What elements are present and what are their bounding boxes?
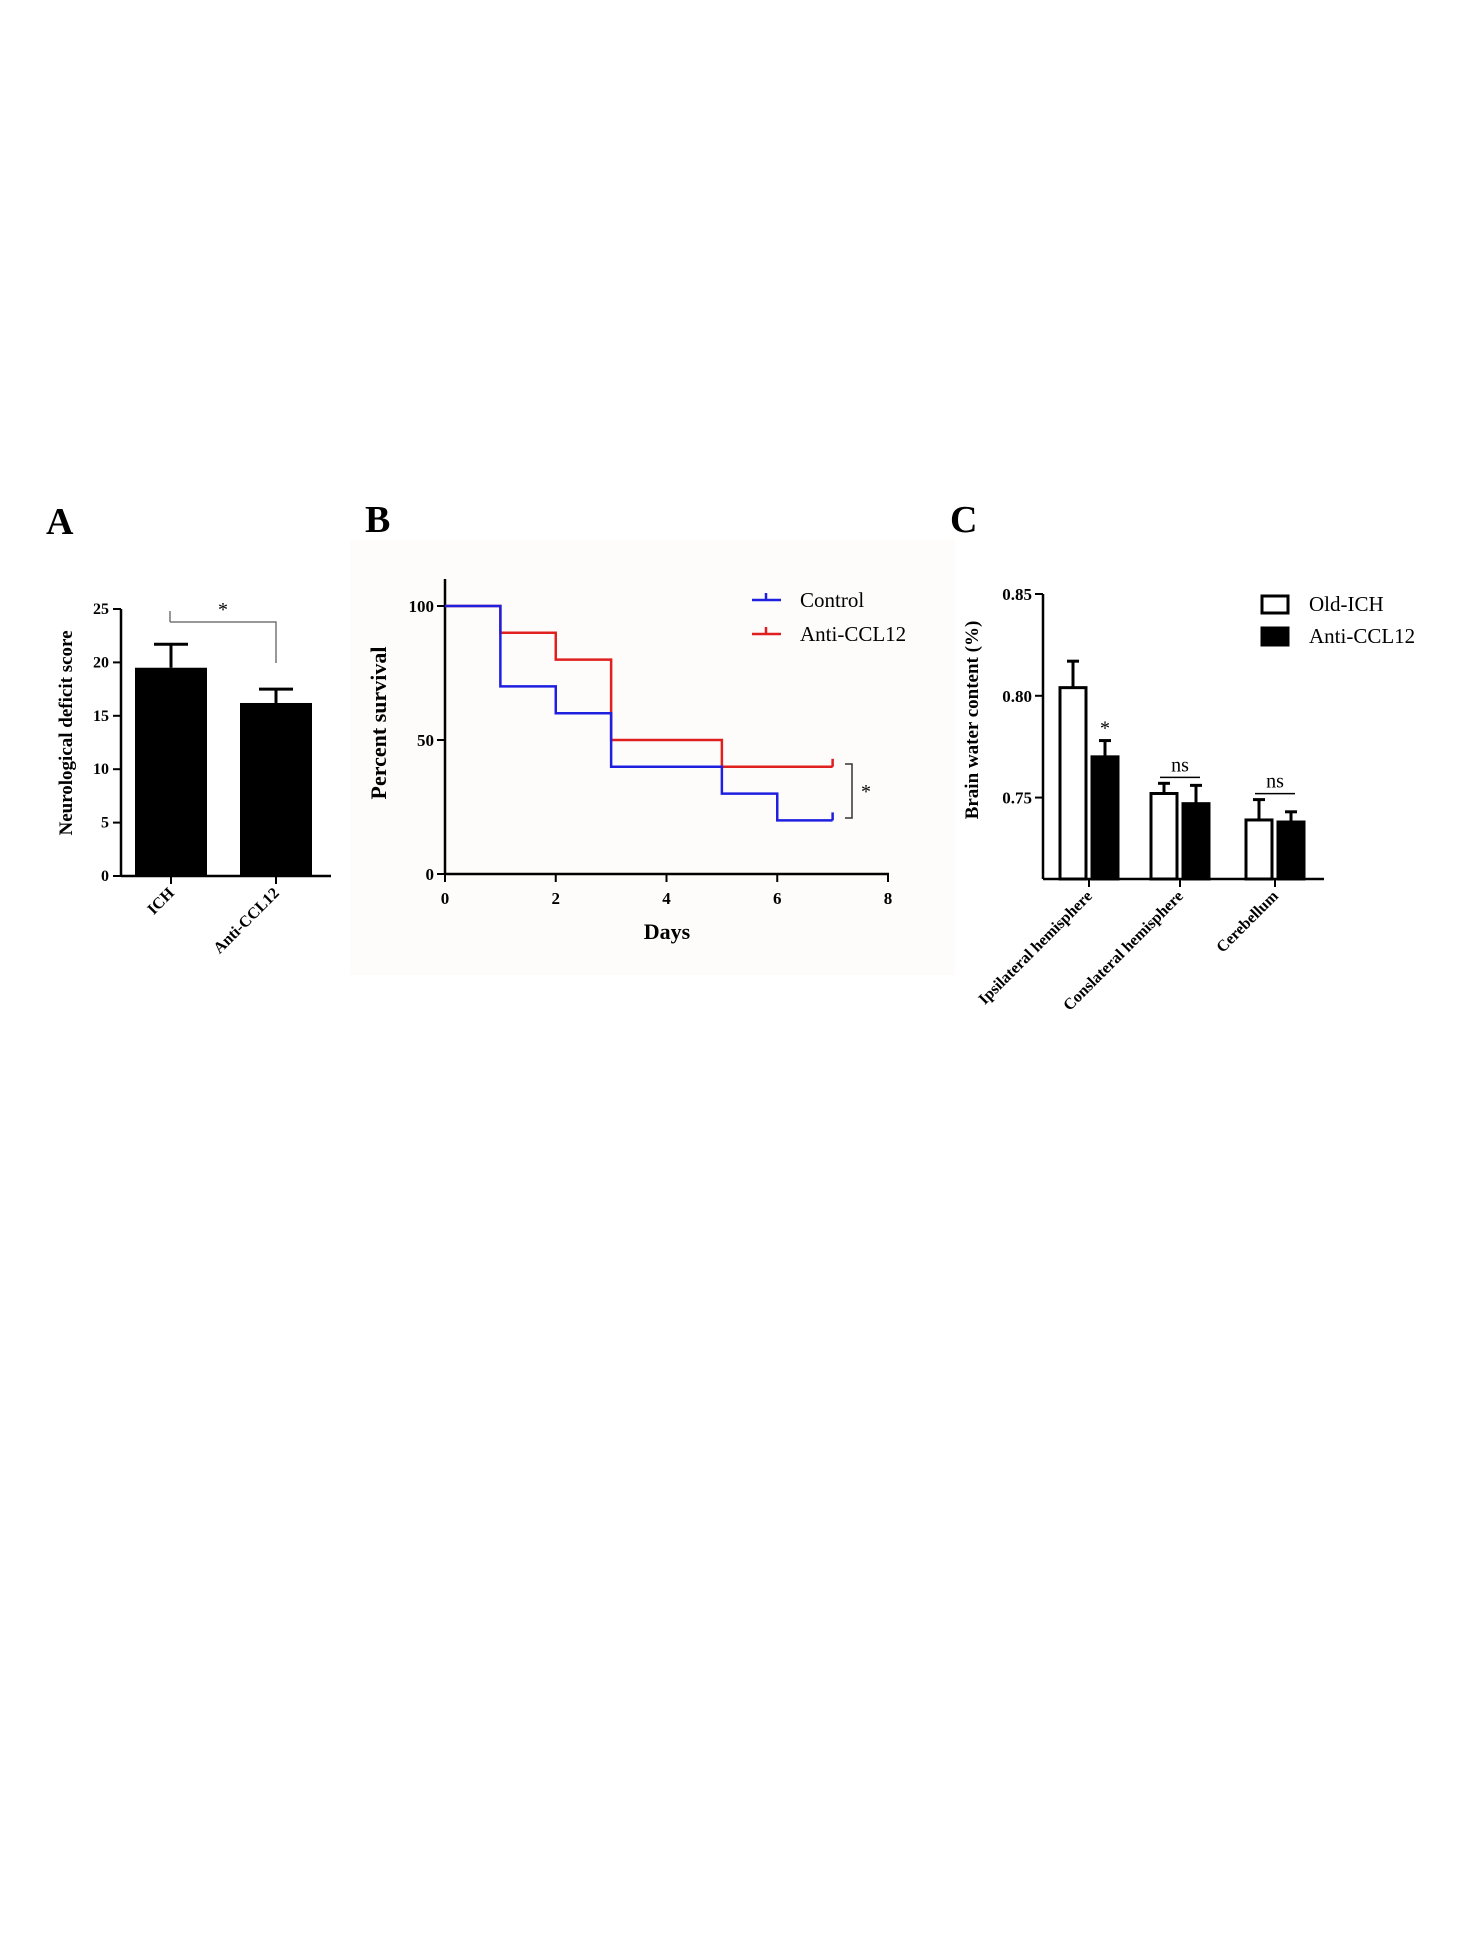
panel-b-x-tick-label: 4 bbox=[662, 889, 671, 908]
panel-c-y-ticks: 0.75 0.80 0.85 bbox=[1002, 585, 1043, 808]
panel-a-x-labels: ICH Anti-CCL12 bbox=[144, 876, 283, 957]
panel-c-x-tick-label: Cerebellum bbox=[1213, 887, 1282, 956]
panel-b-y-tick-label: 50 bbox=[417, 731, 434, 750]
panel-a-sig-bracket bbox=[169, 611, 277, 663]
panel-c-bars bbox=[1058, 659, 1306, 881]
panel-a-y-tick-label: 15 bbox=[93, 708, 109, 725]
panel-b-x-tick-label: 8 bbox=[884, 889, 893, 908]
panel-c-bar bbox=[1058, 686, 1088, 881]
panel-b-legend: Control Anti-CCL12 bbox=[752, 588, 906, 646]
panel-b-sig-bracket bbox=[845, 763, 853, 819]
panel-a-bars bbox=[135, 642, 312, 876]
panel-b-y-ticks: 0 50 100 bbox=[409, 597, 445, 884]
panel-b-letter: B bbox=[365, 499, 390, 541]
panel-a-y-tick-label: 0 bbox=[101, 868, 109, 885]
panel-b-y-axis-title: Percent survival bbox=[366, 647, 391, 800]
panel-b: B Percent survival Days 0 50 100 0 2 4 6 8 Con… bbox=[350, 499, 955, 975]
panel-b-x-tick-label: 2 bbox=[552, 889, 561, 908]
panel-c-legend-label: Old-ICH bbox=[1309, 592, 1384, 616]
panel-a-bar bbox=[240, 702, 312, 876]
panel-c-bar bbox=[1090, 755, 1120, 881]
panel-c-legend: Old-ICH Anti-CCL12 bbox=[1260, 592, 1415, 648]
panel-b-x-ticks: 0 2 4 6 8 bbox=[441, 874, 893, 908]
panel-c-bar bbox=[1276, 820, 1306, 881]
panel-c-legend-swatch bbox=[1260, 594, 1290, 615]
panel-c-sig-label: * bbox=[1100, 718, 1110, 740]
panel-b-x-axis-title: Days bbox=[644, 919, 691, 944]
panel-c-bar bbox=[1149, 792, 1179, 881]
panel-c-legend-swatch bbox=[1260, 626, 1290, 647]
panel-a-letter: A bbox=[46, 501, 74, 543]
panel-b-y-tick-label: 0 bbox=[426, 865, 435, 884]
panel-c-sig-label: ns bbox=[1266, 771, 1284, 793]
panel-b-survival-line bbox=[445, 604, 833, 822]
panel-a-y-tick-label: 25 bbox=[93, 601, 109, 618]
panel-c-y-axis-title: Brain water content (%) bbox=[962, 621, 983, 820]
panel-b-x-tick-label: 6 bbox=[773, 889, 782, 908]
panel-c-y-tick-label: 0.80 bbox=[1002, 687, 1032, 706]
panel-b-series bbox=[445, 604, 834, 822]
panel-a-significance: * bbox=[169, 599, 277, 663]
panel-a: A Neurological deficit score 0510152025 … bbox=[46, 501, 331, 957]
panel-b-legend-label: Control bbox=[800, 588, 864, 612]
panel-c: C Brain water content (%) 0.75 0.80 0.85 I… bbox=[950, 499, 1415, 1014]
panel-b-background bbox=[350, 540, 955, 975]
panel-c-significance: * ns ns bbox=[1100, 718, 1295, 795]
panel-b-x-tick-label: 0 bbox=[441, 889, 450, 908]
panel-a-sig-label: * bbox=[218, 599, 228, 621]
panel-c-y-tick-label: 0.75 bbox=[1002, 789, 1032, 808]
panel-c-legend-label: Anti-CCL12 bbox=[1309, 624, 1415, 648]
panel-c-bar bbox=[1244, 818, 1274, 881]
panel-a-bar bbox=[135, 667, 207, 876]
panel-b-y-tick-label: 100 bbox=[409, 597, 435, 616]
panel-b-sig-label: * bbox=[861, 781, 871, 803]
panel-b-legend-label: Anti-CCL12 bbox=[800, 622, 906, 646]
panel-a-y-tick-label: 5 bbox=[101, 815, 109, 832]
panel-a-x-tick-label: Anti-CCL12 bbox=[210, 885, 282, 957]
panel-b-significance: * bbox=[845, 763, 871, 819]
panel-c-letter: C bbox=[950, 499, 977, 541]
panel-a-x-tick-label: ICH bbox=[144, 884, 178, 918]
panel-c-bar bbox=[1181, 802, 1211, 881]
panel-c-sig-label: ns bbox=[1171, 754, 1189, 776]
panel-c-y-tick-label: 0.85 bbox=[1002, 585, 1032, 604]
panel-a-y-ticks: 0 5 10 15 20 25 bbox=[93, 601, 121, 885]
panel-a-y-tick-label: 10 bbox=[93, 761, 109, 778]
panel-a-y-tick-label: 20 bbox=[93, 654, 109, 671]
panel-a-y-axis-title: Neurological deficit score bbox=[56, 630, 77, 835]
